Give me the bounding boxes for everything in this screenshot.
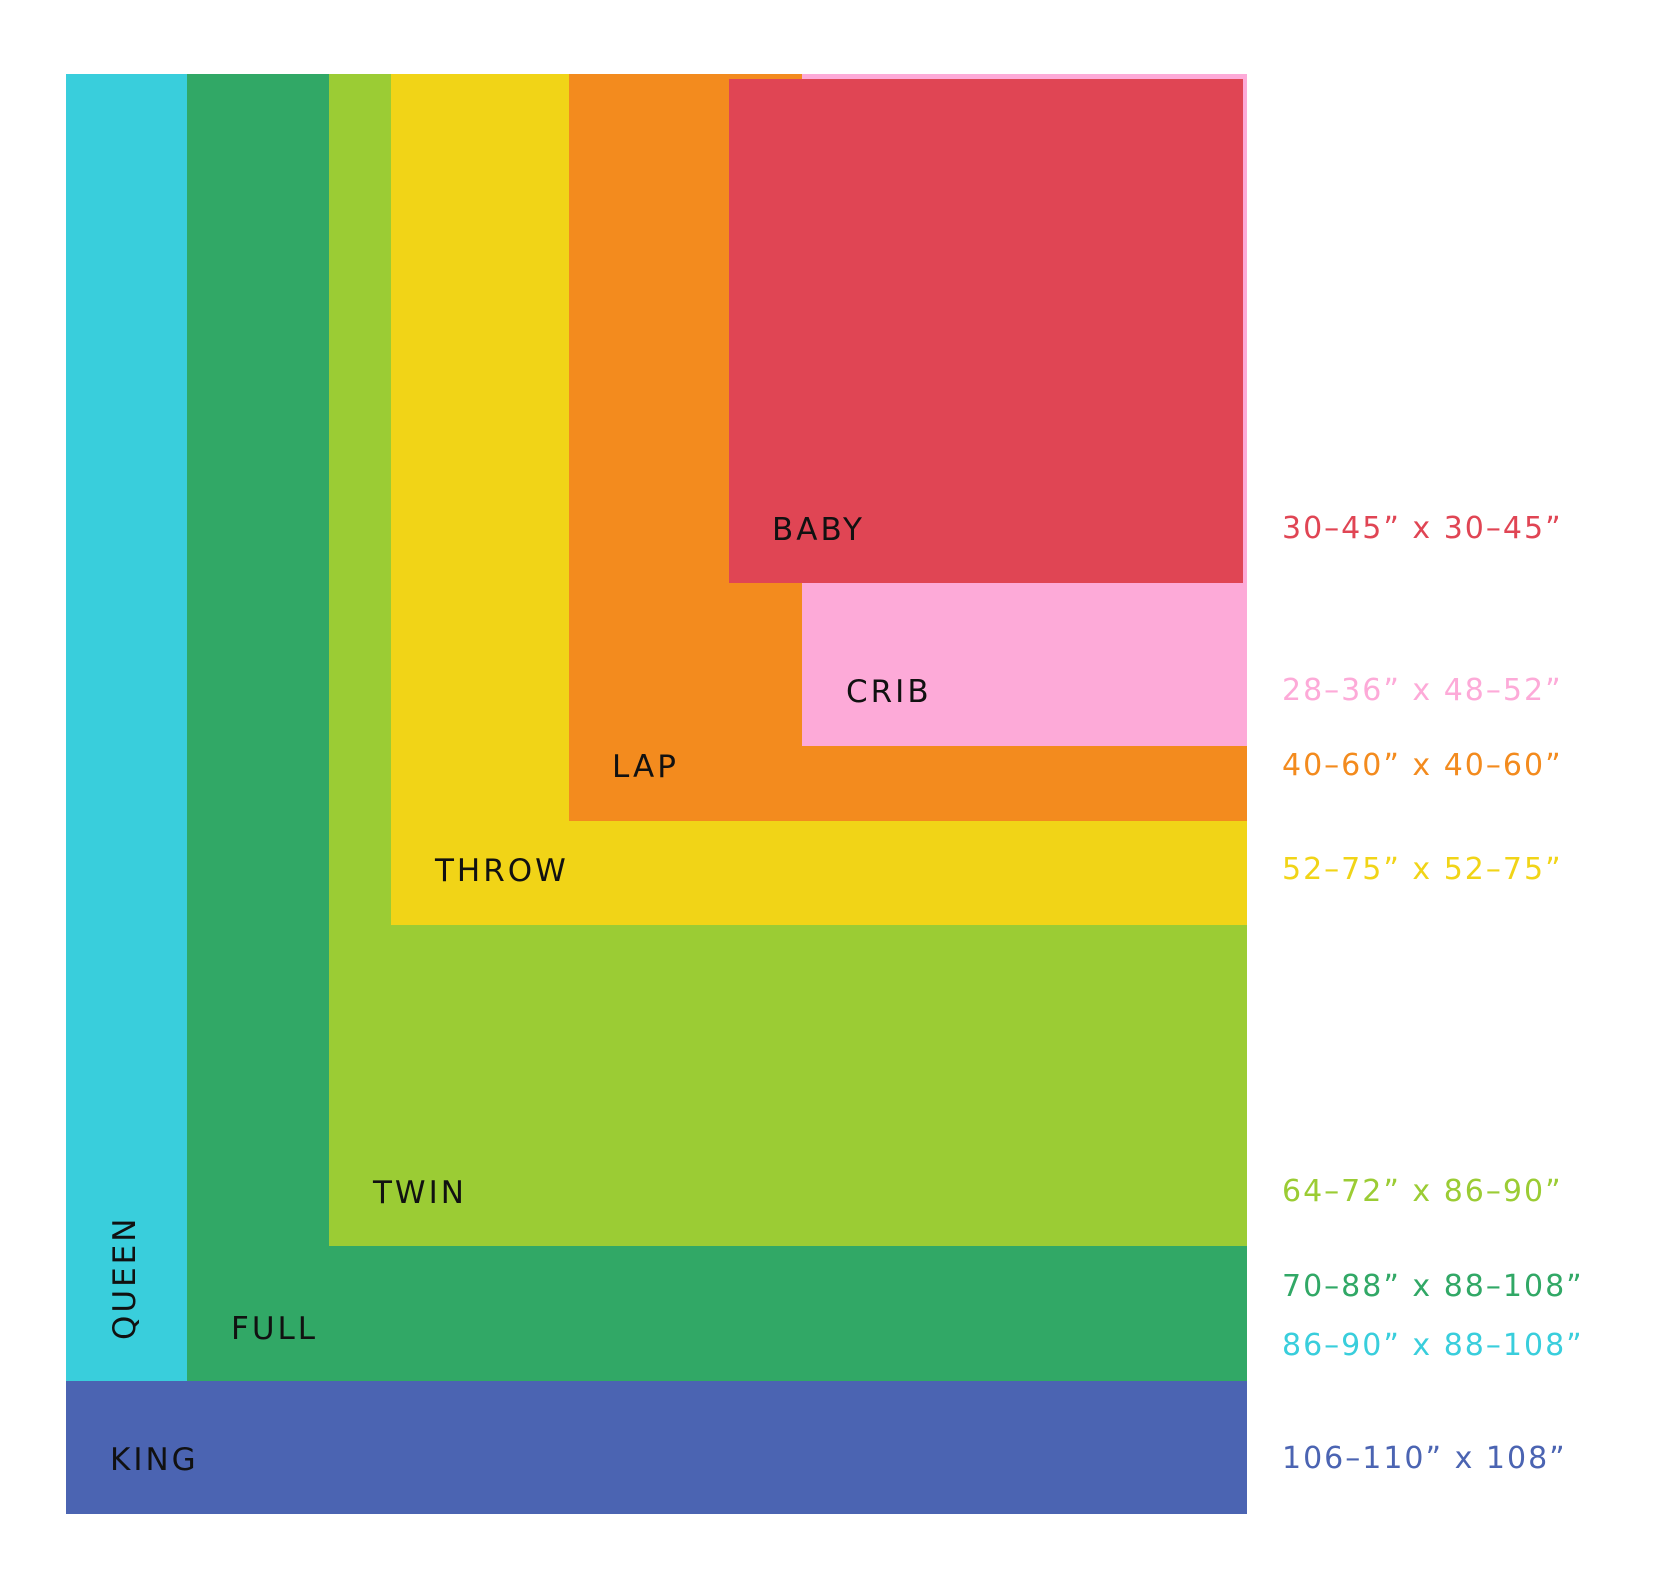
baby-area bbox=[729, 79, 1243, 583]
queen-label: QUEEN bbox=[107, 1215, 143, 1340]
twin-label: TWIN bbox=[373, 1175, 467, 1211]
baby-label: BABY bbox=[772, 512, 865, 548]
queen-dimensions: 86–90” x 88–108” bbox=[1282, 1328, 1584, 1363]
crib-dimensions: 28–36” x 48–52” bbox=[1282, 673, 1563, 708]
throw-dimensions: 52–75” x 52–75” bbox=[1282, 852, 1563, 887]
lap-dimensions: 40–60” x 40–60” bbox=[1282, 748, 1563, 783]
king-label: KING bbox=[110, 1442, 199, 1478]
lap-label: LAP bbox=[612, 749, 679, 785]
crib-label: CRIB bbox=[846, 674, 932, 710]
king-area bbox=[66, 1381, 1247, 1514]
baby-dimensions: 30–45” x 30–45” bbox=[1282, 511, 1563, 546]
full-dimensions: 70–88” x 88–108” bbox=[1282, 1269, 1584, 1304]
king-dimensions: 106–110” x 108” bbox=[1282, 1441, 1567, 1476]
throw-label: THROW bbox=[435, 853, 569, 889]
twin-dimensions: 64–72” x 86–90” bbox=[1282, 1174, 1563, 1209]
full-label: FULL bbox=[231, 1311, 319, 1347]
